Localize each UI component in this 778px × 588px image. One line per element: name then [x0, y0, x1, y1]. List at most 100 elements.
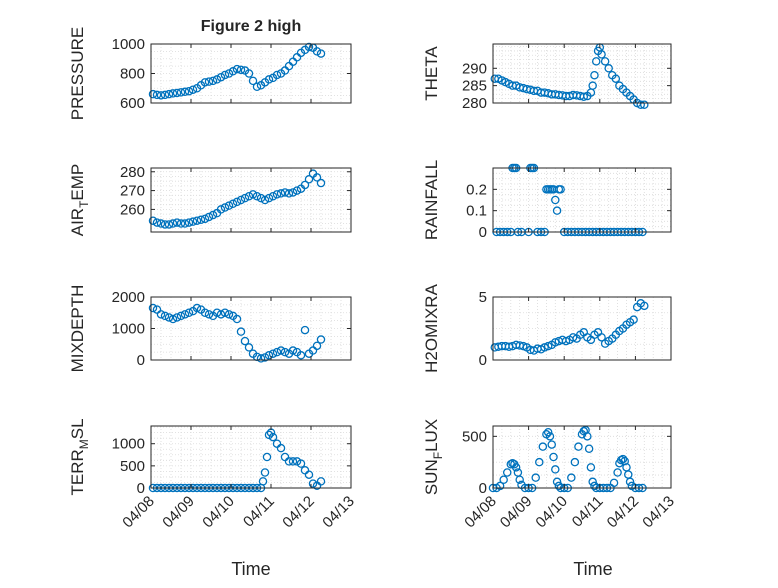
data-point [188, 217, 198, 226]
data-point [248, 76, 258, 86]
data-point [284, 189, 294, 198]
data-point [244, 191, 254, 201]
y-tick-label: 260 [120, 201, 145, 218]
data-point [640, 301, 649, 311]
y-tick-label: 285 [462, 78, 487, 95]
data-point [160, 90, 170, 100]
y-tick-label: 0 [137, 480, 145, 497]
data-point [280, 188, 290, 197]
data-point [499, 475, 508, 484]
axes-box [492, 425, 672, 489]
data-point [236, 65, 246, 75]
data-point [552, 206, 562, 215]
data-point [554, 481, 564, 491]
data-point [264, 193, 274, 203]
data-point [618, 454, 628, 464]
data-point [268, 432, 278, 442]
data-point [180, 219, 190, 228]
data-point [629, 315, 638, 324]
data-series [490, 43, 649, 109]
data-point [220, 203, 230, 212]
data-point [543, 427, 553, 437]
data-point [240, 193, 250, 203]
data-point [224, 310, 234, 319]
data-point [248, 190, 258, 199]
data-point [300, 180, 310, 190]
data-point [272, 70, 282, 80]
data-point [262, 452, 272, 462]
data-point [551, 465, 560, 474]
data-point [636, 100, 645, 109]
y-axis-label: RAINFALL [422, 160, 441, 240]
x-axis-label-left: Time [231, 559, 270, 579]
y-tick-label: 0.2 [466, 181, 487, 198]
y-tick-label: 280 [120, 164, 145, 181]
data-point [244, 343, 254, 352]
data-point [579, 92, 589, 102]
data-point [268, 349, 278, 358]
data-point [515, 475, 524, 484]
axes-box [150, 425, 352, 489]
data-point [556, 185, 565, 194]
data-point [232, 64, 242, 74]
y-axis-label: THETA [422, 46, 441, 101]
y-axis-label: SUNFLUX [422, 419, 445, 495]
data-point [232, 314, 242, 324]
data-point [224, 201, 234, 210]
data-point [552, 477, 562, 487]
data-point [268, 191, 278, 201]
data-point [240, 336, 250, 346]
data-point [188, 85, 198, 94]
data-point [304, 175, 314, 184]
data-point [312, 173, 322, 182]
data-point [180, 87, 190, 97]
data-point [304, 42, 314, 52]
data-point [228, 199, 238, 209]
data-point [184, 308, 194, 317]
data-point [148, 216, 158, 225]
y-tick-label: 0 [479, 224, 487, 241]
data-point [236, 195, 246, 205]
data-series [488, 425, 647, 493]
data-point [316, 477, 326, 486]
data-point [200, 308, 210, 317]
data-point [208, 210, 218, 220]
data-point [276, 443, 286, 453]
data-point [176, 311, 186, 321]
plot-area [493, 168, 671, 232]
data-point [264, 351, 274, 360]
data-point [280, 347, 290, 357]
data-point [276, 189, 286, 198]
y-axis-label: H2OMIXRA [422, 283, 441, 372]
data-point [204, 310, 214, 319]
data-point [152, 90, 162, 100]
y-tick-label: 5 [479, 289, 487, 306]
data-point [272, 347, 282, 357]
data-point [292, 186, 302, 195]
data-point [590, 481, 599, 491]
x-axis-label-right: Time [573, 559, 612, 579]
data-point [316, 178, 326, 188]
data-point [590, 70, 599, 80]
axes-box [492, 43, 672, 104]
data-point [176, 219, 186, 228]
data-point [551, 338, 560, 347]
data-series [148, 169, 326, 229]
data-point [567, 473, 576, 482]
data-point [545, 432, 555, 441]
data-point [551, 195, 560, 205]
data-point [172, 88, 182, 98]
y-axis-label: TERRMSL [68, 418, 91, 495]
data-point [613, 468, 622, 477]
data-point [148, 303, 158, 313]
data-point [586, 463, 596, 472]
data-point [549, 452, 558, 462]
y-tick-label: 1000 [112, 321, 145, 338]
data-point [164, 89, 174, 99]
data-point [220, 70, 230, 80]
data-point [260, 468, 270, 477]
data-point [256, 193, 266, 203]
